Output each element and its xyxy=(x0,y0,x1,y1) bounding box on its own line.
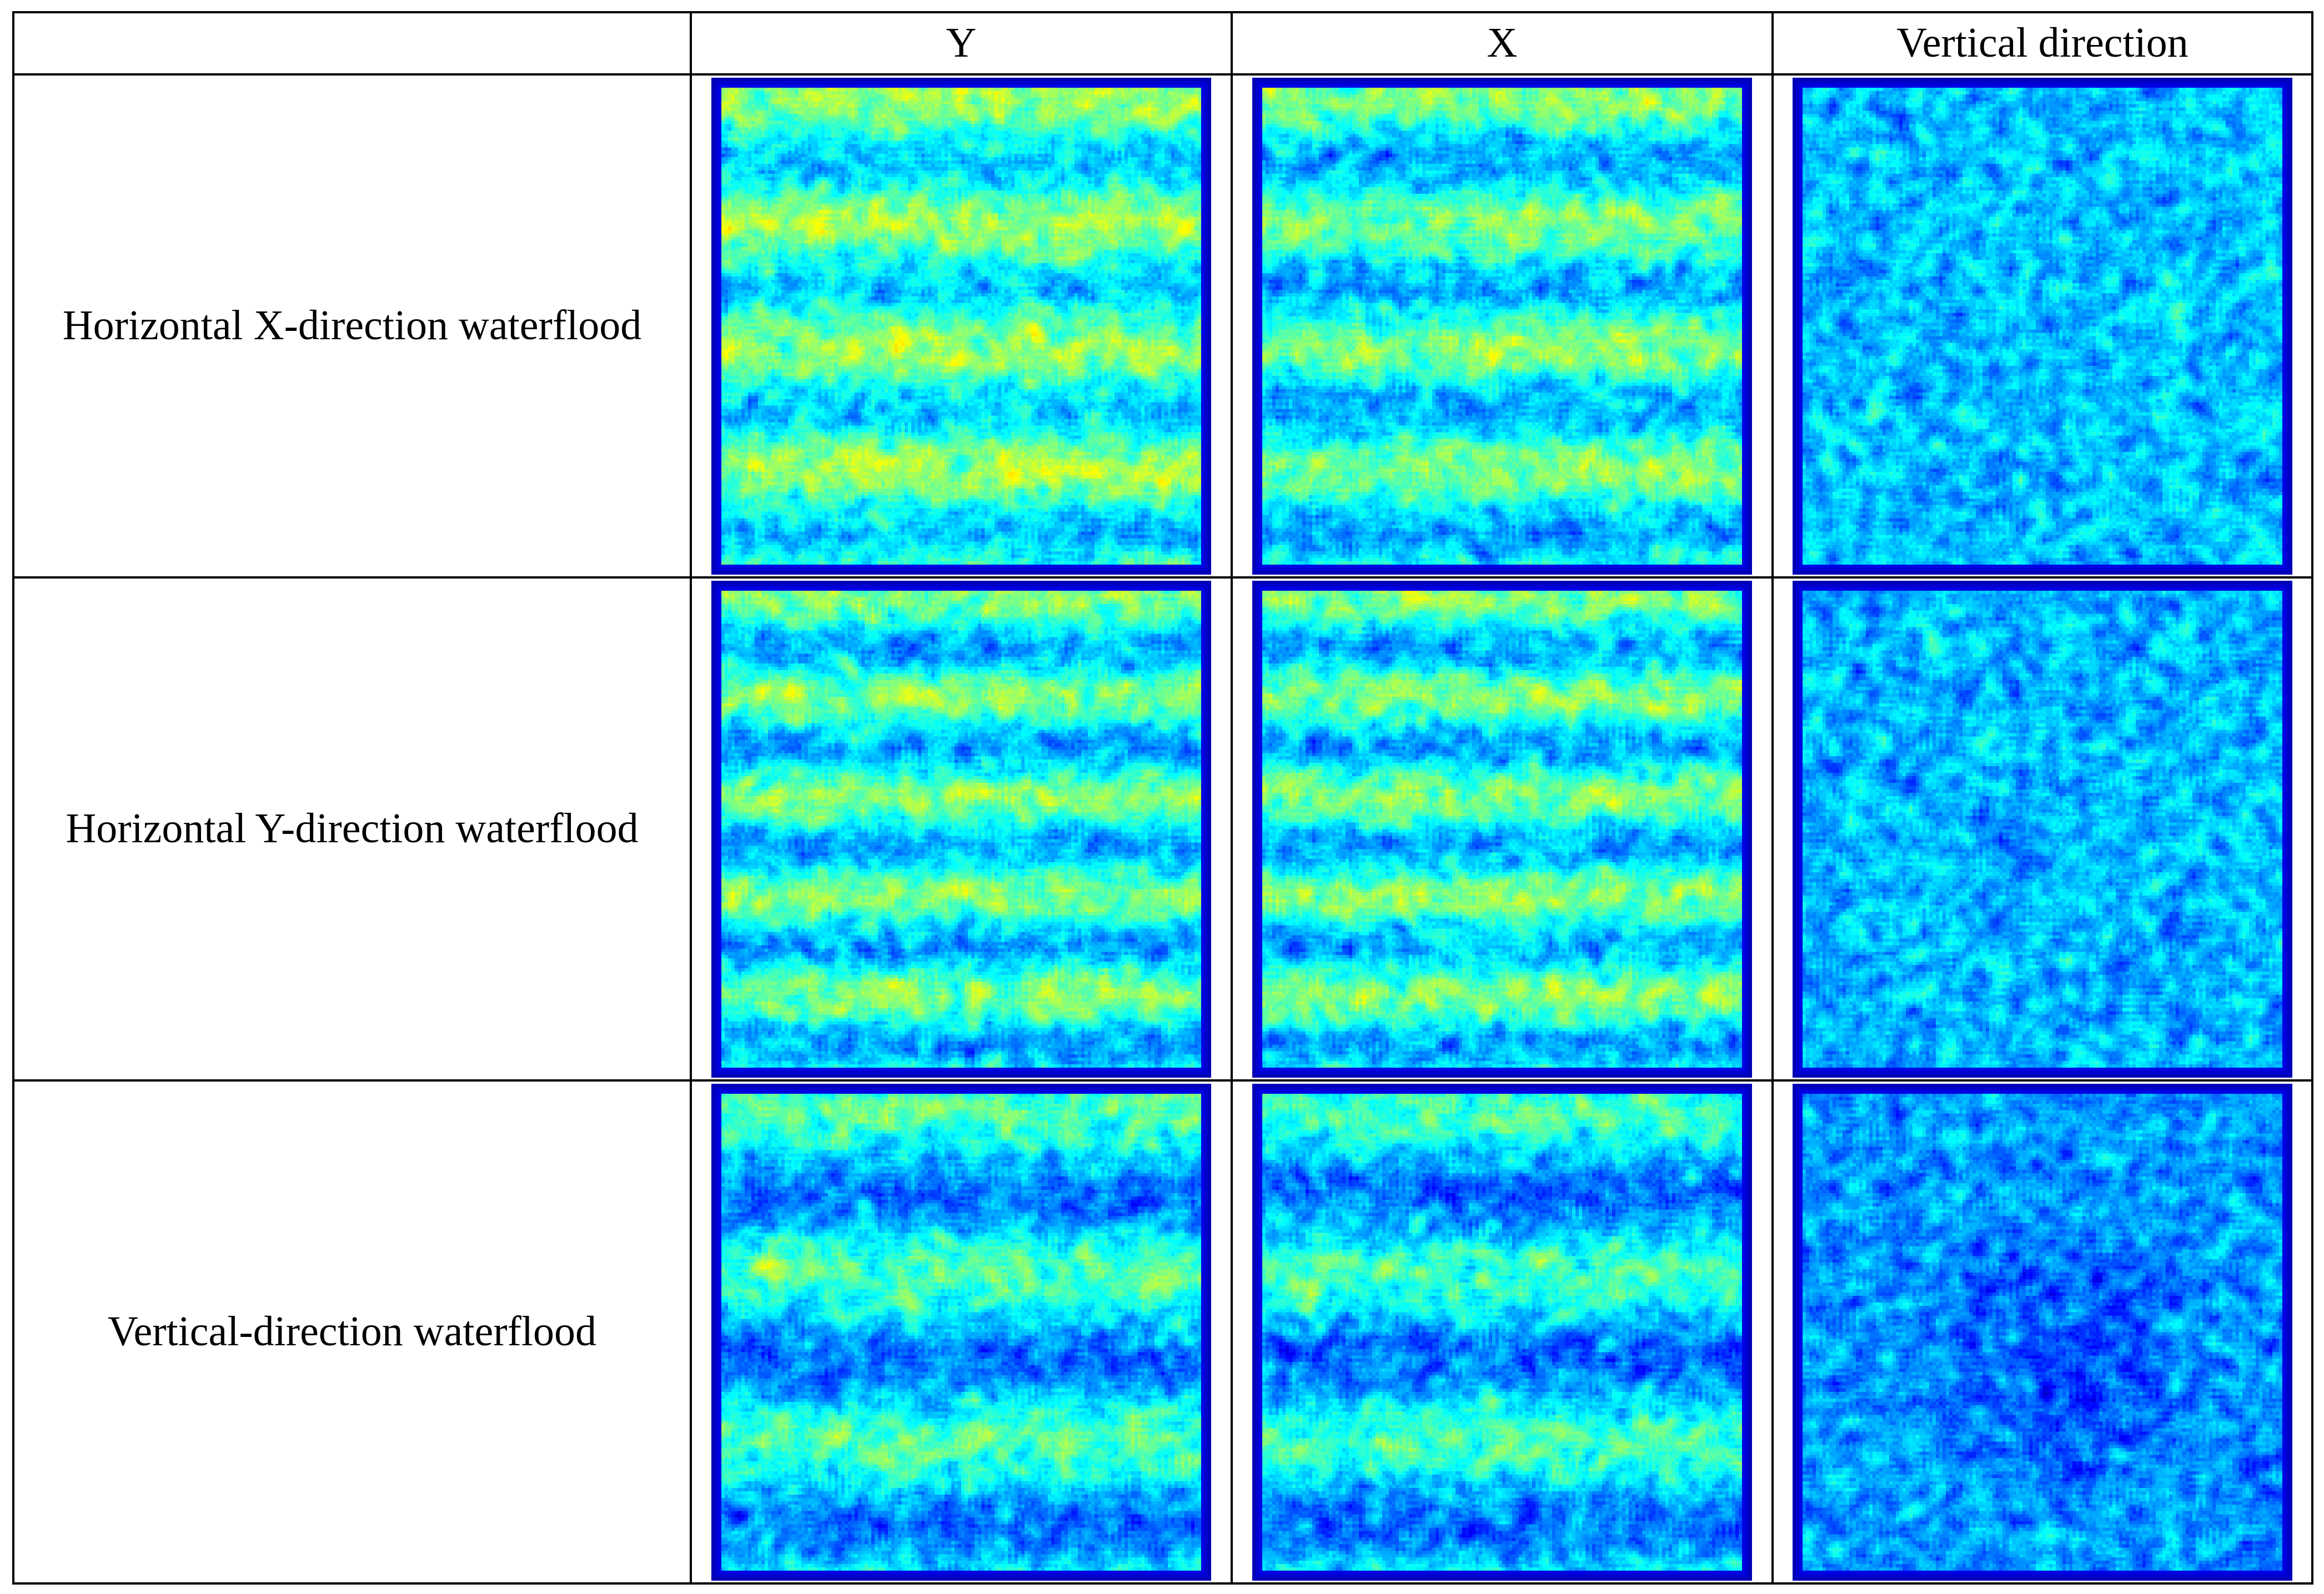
column-header-vertical: Vertical direction xyxy=(1771,11,2313,76)
row-label-horizontal-x: Horizontal X-direction waterflood xyxy=(12,73,692,579)
heatmap-image xyxy=(711,1083,1211,1581)
table-row: Vertical-direction waterflood xyxy=(12,1079,2313,1585)
heatmap-cell xyxy=(690,1079,1233,1585)
heatmap-image xyxy=(1252,77,1752,575)
table-row: Horizontal Y-direction waterflood xyxy=(12,576,2313,1082)
heatmap-image xyxy=(711,580,1211,1078)
heatmap-image xyxy=(1252,1083,1752,1581)
corner-cell xyxy=(12,11,692,76)
heatmap-cell xyxy=(1231,576,1774,1082)
heatmap-cell xyxy=(690,73,1233,579)
heatmap-cell xyxy=(1771,1079,2313,1585)
table-row: Horizontal X-direction waterflood xyxy=(12,73,2313,579)
heatmap-image xyxy=(1793,1083,2292,1581)
heatmap-image xyxy=(711,77,1211,575)
row-label-vertical: Vertical-direction waterflood xyxy=(12,1079,692,1585)
row-label-horizontal-y: Horizontal Y-direction waterflood xyxy=(12,576,692,1082)
heatmap-cell xyxy=(1771,73,2313,579)
column-header-y: Y xyxy=(690,11,1233,76)
heatmap-cell xyxy=(1231,1079,1774,1585)
header-row: Y X Vertical direction xyxy=(12,11,2313,76)
heatmap-cell xyxy=(1771,576,2313,1082)
heatmap-cell xyxy=(690,576,1233,1082)
figure-table: Y X Vertical direction Horizontal X-dire… xyxy=(12,11,2313,1585)
heatmap-image xyxy=(1252,580,1752,1078)
heatmap-image xyxy=(1793,77,2292,575)
heatmap-cell xyxy=(1231,73,1774,579)
column-header-x: X xyxy=(1231,11,1774,76)
heatmap-image xyxy=(1793,580,2292,1078)
